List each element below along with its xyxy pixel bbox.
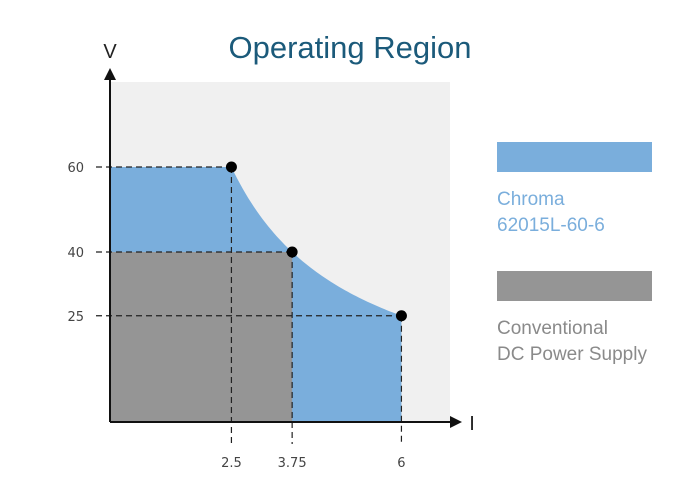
- y-tick-label: 25: [67, 310, 84, 325]
- chart-title: Operating Region: [229, 30, 472, 65]
- data-point-marker: [225, 161, 237, 173]
- data-markers: [225, 161, 407, 322]
- y-axis-label: V: [103, 41, 117, 63]
- x-tick-labels: 2.5 3.75 6: [221, 456, 405, 471]
- y-axis-arrow: [104, 68, 116, 80]
- y-tick-label: 60: [67, 161, 84, 176]
- x-tick-label: 6: [397, 456, 405, 471]
- x-tick-label: 3.75: [278, 456, 307, 471]
- legend: Chroma 62015L-60-6 Conventional DC Power Su…: [497, 142, 652, 365]
- y-tick-label: 40: [67, 246, 84, 261]
- y-tick-labels: 60 40 25: [67, 161, 84, 325]
- conventional-operating-area: [110, 252, 293, 422]
- data-point-marker: [395, 310, 407, 322]
- data-point-marker: [286, 246, 298, 258]
- guide-lines: [96, 166, 403, 444]
- legend-swatch: [497, 271, 652, 301]
- x-tick-label: 2.5: [221, 456, 242, 471]
- x-axis-label: I: [469, 413, 475, 435]
- x-axis-arrow: [450, 416, 462, 428]
- legend-label: DC Power Supply: [497, 344, 647, 365]
- legend-label: 62015L-60-6: [497, 215, 605, 236]
- legend-swatch: [497, 142, 652, 172]
- legend-label: Conventional: [497, 318, 608, 339]
- legend-label: Chroma: [497, 189, 565, 210]
